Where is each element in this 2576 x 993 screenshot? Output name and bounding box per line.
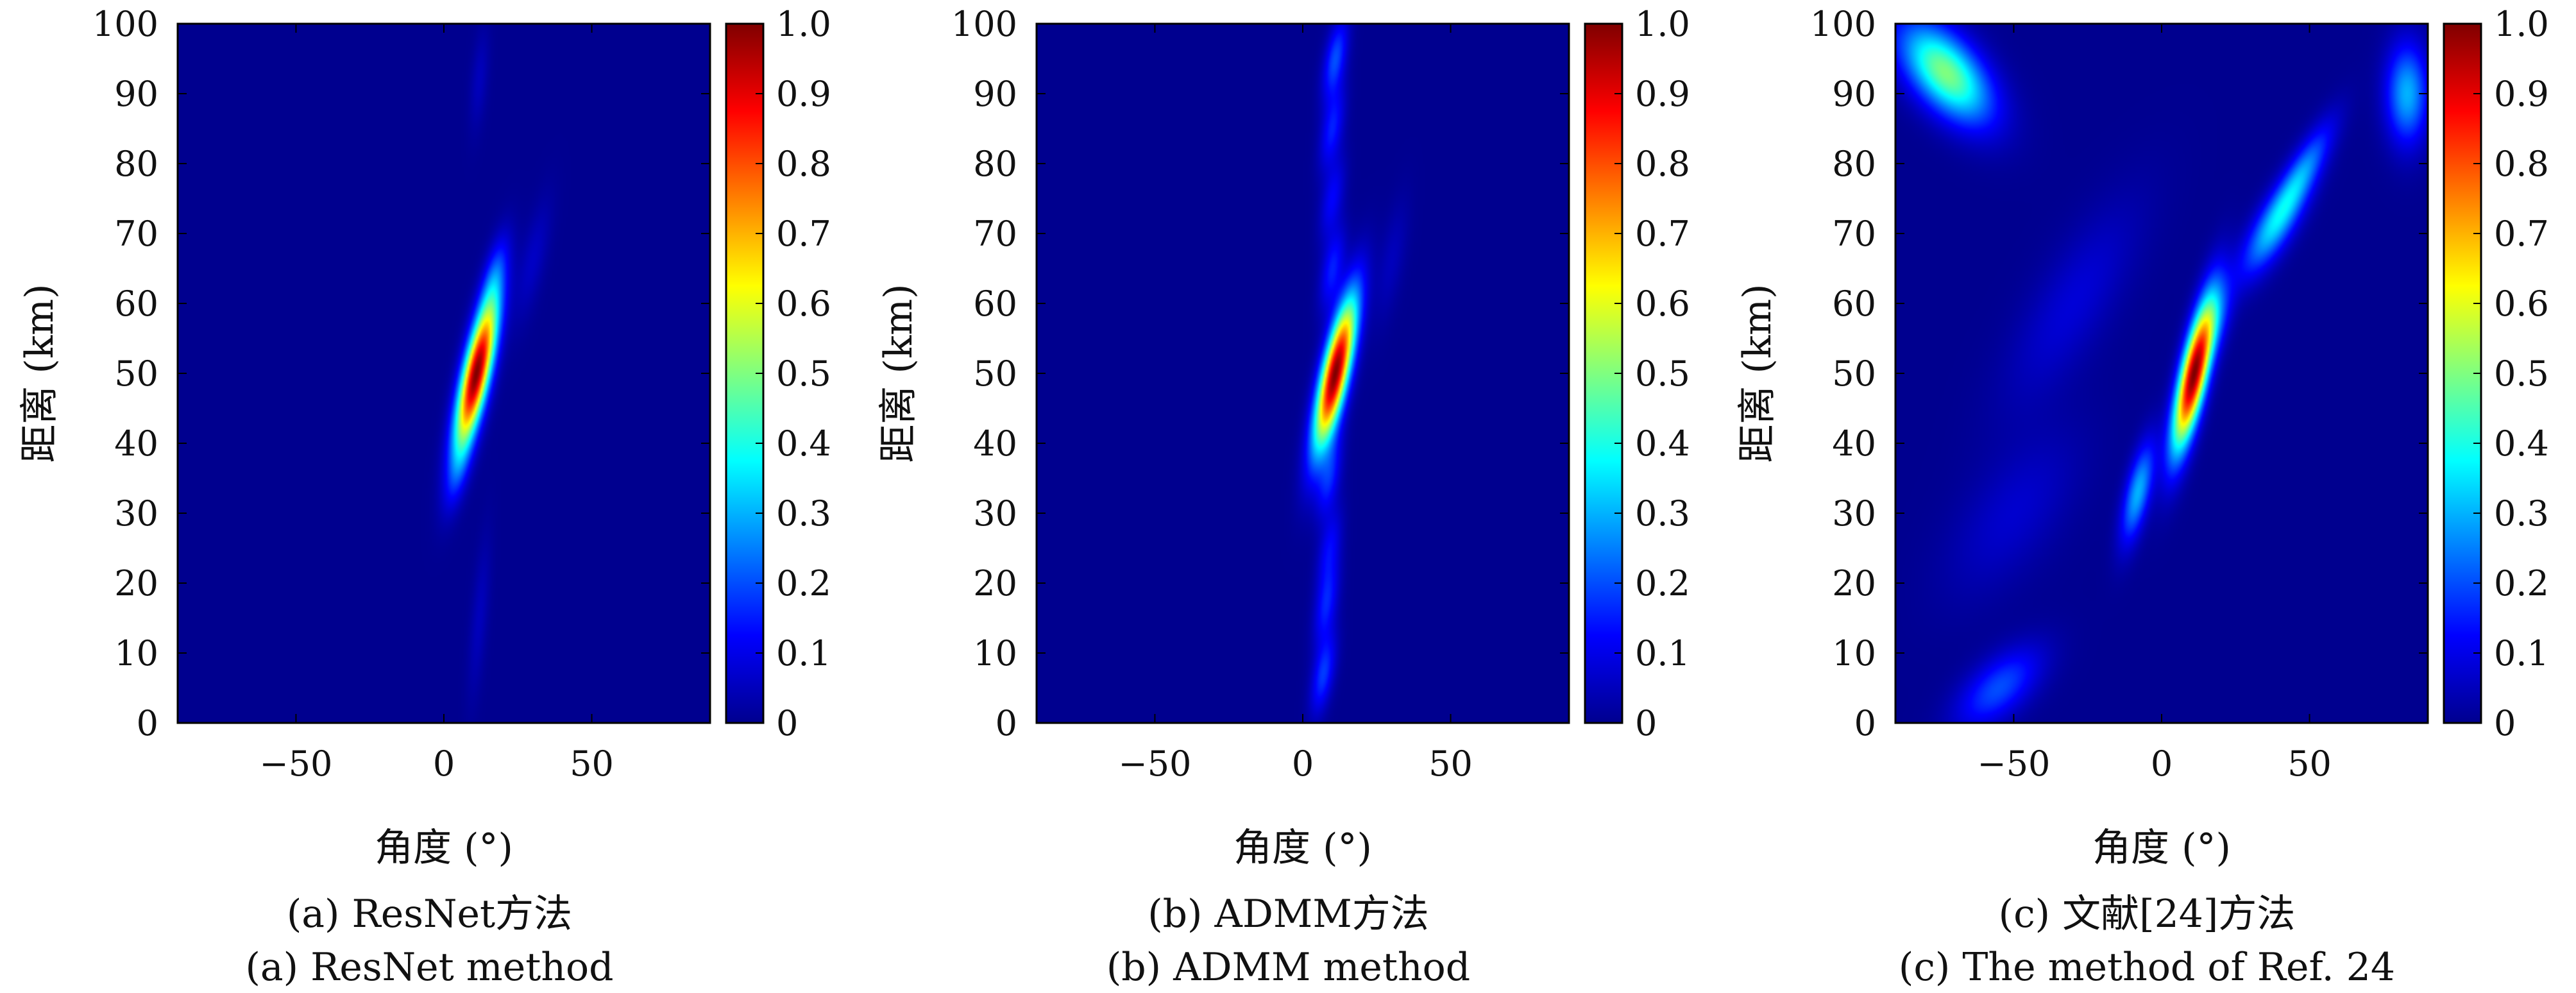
colorbar-tick-label: 0 [2494, 703, 2516, 743]
x-tick-label: −50 [259, 743, 332, 784]
x-axis-label: 角度 (°) [1233, 826, 1372, 870]
y-tick-label: 100 [92, 4, 158, 44]
y-tick-label: 30 [1832, 493, 1876, 534]
y-tick-label: 60 [114, 284, 158, 324]
colorbar-tick-label: 1.0 [2494, 4, 2549, 44]
colorbar-tick-label: 0.2 [776, 563, 831, 604]
y-tick-label: 90 [973, 74, 1017, 114]
y-tick-label: 90 [114, 74, 158, 114]
colorbar-tick-label: 0.9 [2494, 74, 2549, 114]
y-tick-label: 20 [114, 563, 158, 604]
y-tick-label: 10 [1832, 633, 1876, 674]
y-axis-label: 距离 (km) [1735, 284, 1780, 463]
colorbar-tick-label: 0 [1635, 703, 1657, 743]
colorbar-tick-label: 0.7 [1635, 214, 1690, 254]
x-axis-label: 角度 (°) [375, 826, 513, 870]
heatmap-image [1895, 24, 2428, 723]
y-tick-label: 0 [996, 703, 1017, 743]
y-tick-label: 60 [1832, 284, 1876, 324]
colorbar-tick-label: 0.5 [1635, 353, 1690, 394]
colorbar-tick-label: 0.4 [1635, 423, 1690, 464]
colorbar-tick-label: 0.2 [2494, 563, 2549, 604]
y-tick-label: 50 [1832, 353, 1876, 394]
y-tick-label: 90 [1832, 74, 1876, 114]
colorbar-tick-label: 0.6 [2494, 284, 2549, 324]
y-axis-label: 距离 (km) [17, 284, 62, 463]
heatmap-plot-b: −50 0 50 0 10 20 30 40 50 60 70 80 90 100 角度 (°) 距离 (km… [876, 4, 1690, 870]
colorbar-tick-label: 1.0 [1635, 4, 1690, 44]
panel-c: −50 0 50 0 10 20 30 40 50 60 70 80 90 100 角度 (°) 距离 (km… [1718, 0, 2576, 993]
heatmap-plot-a: −50 0 50 0 10 20 30 40 50 60 70 80 90 100 角度 (°) 距离 (km… [17, 4, 831, 870]
colorbar-tick-label: 0.9 [776, 74, 831, 114]
colorbar-tick-label: 0.9 [1635, 74, 1690, 114]
y-tick-label: 10 [973, 633, 1017, 674]
y-tick-label: 0 [137, 703, 158, 743]
colorbar-tick-label: 0.6 [1635, 284, 1690, 324]
heatmap-plot-c: −50 0 50 0 10 20 30 40 50 60 70 80 90 100 角度 (°) 距离 (km… [1735, 4, 2549, 870]
panel-b: −50 0 50 0 10 20 30 40 50 60 70 80 90 100 角度 (°) 距离 (km… [859, 0, 1718, 993]
y-tick-label: 60 [973, 284, 1017, 324]
caption-cn-b: (b) ADMM方法 [1148, 892, 1429, 937]
y-axis-label: 距离 (km) [876, 284, 921, 463]
y-tick-label: 80 [114, 144, 158, 184]
x-tick-label: 0 [433, 743, 455, 784]
colorbar-tick-label: 0 [776, 703, 798, 743]
colorbar-tick-label: 0.8 [1635, 144, 1690, 184]
caption-en-a: (a) ResNet method [245, 945, 614, 990]
y-tick-label: 20 [1832, 563, 1876, 604]
y-tick-label: 30 [114, 493, 158, 534]
x-tick-label: 0 [2151, 743, 2173, 784]
colorbar-tick-label: 0.3 [776, 493, 831, 534]
heatmap-image [178, 24, 710, 723]
y-tick-label: 40 [973, 423, 1017, 464]
x-tick-label: 50 [1428, 743, 1473, 784]
y-tick-label: 10 [114, 633, 158, 674]
y-tick-label: 30 [973, 493, 1017, 534]
colorbar-tick-label: 0.5 [2494, 353, 2549, 394]
caption-en-c: (c) The method of Ref. 24 [1898, 945, 2396, 990]
colorbar-tick-label: 0.3 [2494, 493, 2549, 534]
y-tick-label: 40 [1832, 423, 1876, 464]
colorbar-tick-label: 0.1 [2494, 633, 2549, 674]
y-tick-label: 50 [114, 353, 158, 394]
y-tick-label: 80 [1832, 144, 1876, 184]
panel-a: −50 0 50 0 10 20 30 40 50 60 70 80 90 100 角度 (°) 距离 (km… [0, 0, 859, 993]
colorbar-tick-label: 0.1 [776, 633, 831, 674]
y-tick-label: 20 [973, 563, 1017, 604]
colorbar-tick-label: 0.6 [776, 284, 831, 324]
y-tick-label: 80 [973, 144, 1017, 184]
y-tick-label: 70 [1832, 214, 1876, 254]
colorbar-tick-label: 0.5 [776, 353, 831, 394]
x-tick-label: 50 [2287, 743, 2332, 784]
x-tick-label: −50 [1977, 743, 2050, 784]
y-tick-label: 0 [1854, 703, 1876, 743]
x-axis-label: 角度 (°) [2092, 826, 2231, 870]
y-tick-label: 70 [114, 214, 158, 254]
caption-en-b: (b) ADMM method [1106, 945, 1471, 990]
y-tick-label: 100 [951, 4, 1017, 44]
colorbar-tick-label: 1.0 [776, 4, 831, 44]
y-tick-label: 40 [114, 423, 158, 464]
colorbar-tick-label: 0.8 [2494, 144, 2549, 184]
heatmap-image [1037, 24, 1569, 723]
x-tick-label: 0 [1292, 743, 1314, 784]
colorbar-tick-label: 0.4 [776, 423, 831, 464]
colorbar-tick-label: 0.8 [776, 144, 831, 184]
caption-cn-c: (c) 文献[24]方法 [1998, 892, 2296, 937]
colorbar-tick-label: 0.7 [776, 214, 831, 254]
caption-cn-a: (a) ResNet方法 [286, 892, 573, 937]
colorbar-tick-label: 0.1 [1635, 633, 1690, 674]
y-tick-label: 70 [973, 214, 1017, 254]
y-tick-label: 50 [973, 353, 1017, 394]
colorbar-tick-label: 0.7 [2494, 214, 2549, 254]
colorbar-tick-label: 0.3 [1635, 493, 1690, 534]
colorbar-tick-label: 0.4 [2494, 423, 2549, 464]
x-tick-label: −50 [1118, 743, 1191, 784]
y-tick-label: 100 [1810, 4, 1876, 44]
colorbar-tick-label: 0.2 [1635, 563, 1690, 604]
x-tick-label: 50 [570, 743, 614, 784]
